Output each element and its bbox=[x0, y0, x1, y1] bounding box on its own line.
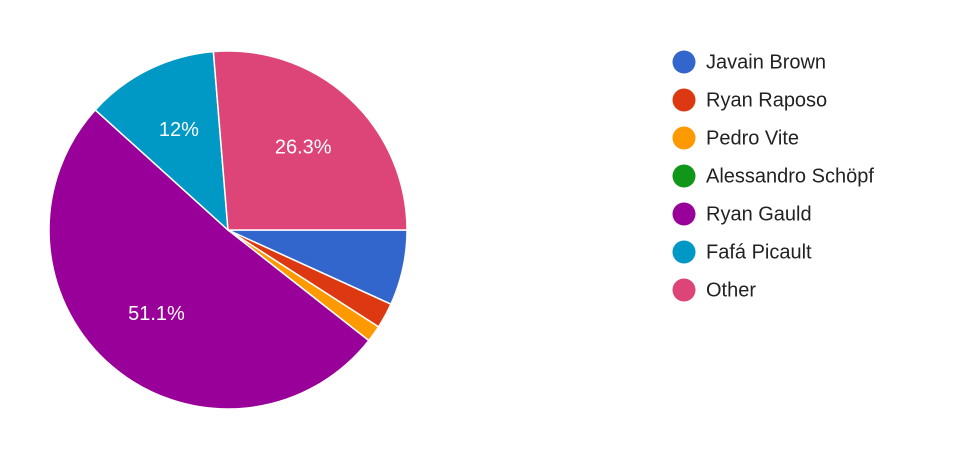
slice-label: 26.3% bbox=[275, 137, 332, 159]
slice-label: 12% bbox=[159, 119, 199, 141]
legend-label: Pedro Vite bbox=[706, 127, 799, 149]
legend-marker bbox=[672, 50, 696, 74]
legend-label: Ryan Raposo bbox=[706, 89, 827, 111]
legend-label: Alessandro Schöpf bbox=[706, 165, 874, 187]
legend-marker bbox=[672, 164, 696, 188]
legend-marker bbox=[672, 202, 696, 226]
pie-slice bbox=[94, 50, 229, 232]
legend-label: Javain Brown bbox=[706, 51, 826, 73]
legend-label: Fafá Picault bbox=[706, 241, 812, 263]
legend-label: Ryan Gauld bbox=[706, 203, 812, 225]
legend-marker bbox=[672, 88, 696, 112]
legend-marker bbox=[672, 240, 696, 264]
pie-slice bbox=[48, 108, 370, 410]
legend-label: Other bbox=[706, 279, 756, 301]
slice-label: 51.1% bbox=[128, 303, 185, 325]
legend-marker bbox=[672, 126, 696, 150]
legend-marker bbox=[672, 278, 696, 302]
pie-slice bbox=[212, 50, 408, 231]
